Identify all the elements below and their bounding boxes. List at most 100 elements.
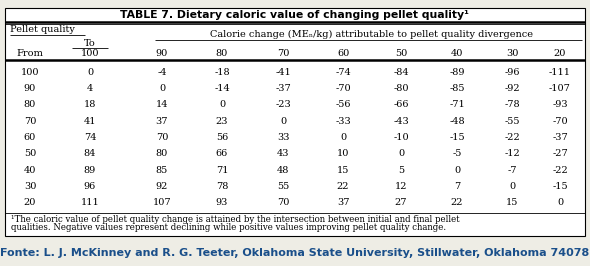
Text: 0: 0 [87,68,93,77]
Text: -71: -71 [449,100,465,109]
Text: 56: 56 [216,133,228,142]
Text: -56: -56 [335,100,350,109]
Text: 0: 0 [454,166,460,175]
Text: 90: 90 [24,84,36,93]
Text: -22: -22 [552,166,568,175]
Text: 80: 80 [216,48,228,57]
Text: 74: 74 [84,133,96,142]
Text: -43: -43 [393,117,409,126]
Text: TABLE 7. Dietary caloric value of changing pellet quality¹: TABLE 7. Dietary caloric value of changi… [120,10,470,20]
Text: 20: 20 [554,48,566,57]
Text: -14: -14 [214,84,230,93]
Text: 70: 70 [156,133,168,142]
Text: 84: 84 [84,149,96,158]
Text: 40: 40 [451,48,463,57]
Text: 85: 85 [156,166,168,175]
Text: 92: 92 [156,182,168,191]
Text: 15: 15 [337,166,349,175]
Text: 50: 50 [24,149,36,158]
Text: 5: 5 [398,166,404,175]
Text: 96: 96 [84,182,96,191]
Text: 70: 70 [277,48,289,57]
Text: -4: -4 [158,68,167,77]
Text: 33: 33 [277,133,289,142]
Text: 70: 70 [24,117,36,126]
Text: 80: 80 [156,149,168,158]
Text: -5: -5 [453,149,462,158]
Text: -96: -96 [504,68,520,77]
Text: -37: -37 [552,133,568,142]
Text: 4: 4 [87,84,93,93]
Text: 80: 80 [24,100,36,109]
Text: From: From [17,48,44,57]
Text: 0: 0 [557,198,563,207]
Text: 93: 93 [216,198,228,207]
Text: 40: 40 [24,166,36,175]
Text: 60: 60 [24,133,36,142]
Text: -37: -37 [275,84,291,93]
Text: 0: 0 [398,149,404,158]
Text: 0: 0 [340,133,346,142]
Text: 100: 100 [81,48,99,57]
Text: 50: 50 [395,48,407,57]
Text: 60: 60 [337,48,349,57]
Text: -27: -27 [552,149,568,158]
Text: 37: 37 [156,117,168,126]
Text: 27: 27 [395,198,407,207]
Text: qualities. Negative values represent declining while positive values improving p: qualities. Negative values represent dec… [11,222,446,231]
Text: -107: -107 [549,84,571,93]
Text: -80: -80 [394,84,409,93]
Text: 78: 78 [216,182,228,191]
Text: 89: 89 [84,166,96,175]
Text: -23: -23 [275,100,291,109]
Text: 90: 90 [156,48,168,57]
Text: 48: 48 [277,166,289,175]
Text: -93: -93 [552,100,568,109]
Text: ¹The caloric value of pellet quality change is attained by the intersection betw: ¹The caloric value of pellet quality cha… [11,214,460,223]
Text: -89: -89 [449,68,465,77]
Text: -33: -33 [335,117,351,126]
Bar [5,8,585,236]
Text: Pellet quality: Pellet quality [10,26,75,35]
Text: Fonte: L. J. McKinney and R. G. Teeter, Oklahoma State University, Stillwater, O: Fonte: L. J. McKinney and R. G. Teeter, … [1,248,589,258]
Text: -48: -48 [449,117,465,126]
Text: 70: 70 [277,198,289,207]
Text: -111: -111 [549,68,571,77]
Text: 12: 12 [395,182,407,191]
Text: 41: 41 [84,117,96,126]
Text: 43: 43 [277,149,289,158]
Text: 10: 10 [337,149,349,158]
Text: 20: 20 [24,198,36,207]
Text: 71: 71 [216,166,228,175]
Text: -70: -70 [552,117,568,126]
Text: 55: 55 [277,182,289,191]
Text: 0: 0 [219,100,225,109]
Text: 22: 22 [337,182,349,191]
Text: 22: 22 [451,198,463,207]
Text: -84: -84 [393,68,409,77]
Text: -15: -15 [449,133,465,142]
Text: 30: 30 [506,48,518,57]
Text: 0: 0 [159,84,165,93]
Text: 18: 18 [84,100,96,109]
Text: 15: 15 [506,198,518,207]
Text: -22: -22 [504,133,520,142]
Text: -66: -66 [394,100,409,109]
Text: 23: 23 [216,117,228,126]
Text: 0: 0 [509,182,515,191]
Text: -85: -85 [449,84,465,93]
Text: -12: -12 [504,149,520,158]
Text: -70: -70 [335,84,351,93]
Text: 37: 37 [337,198,349,207]
Text: 0: 0 [280,117,286,126]
Text: -41: -41 [275,68,291,77]
Text: 100: 100 [21,68,40,77]
Text: -92: -92 [504,84,520,93]
Text: 111: 111 [81,198,99,207]
Text: -55: -55 [504,117,520,126]
Text: -10: -10 [393,133,409,142]
Text: 107: 107 [153,198,171,207]
Text: -15: -15 [552,182,568,191]
Text: 7: 7 [454,182,460,191]
Text: -7: -7 [507,166,517,175]
